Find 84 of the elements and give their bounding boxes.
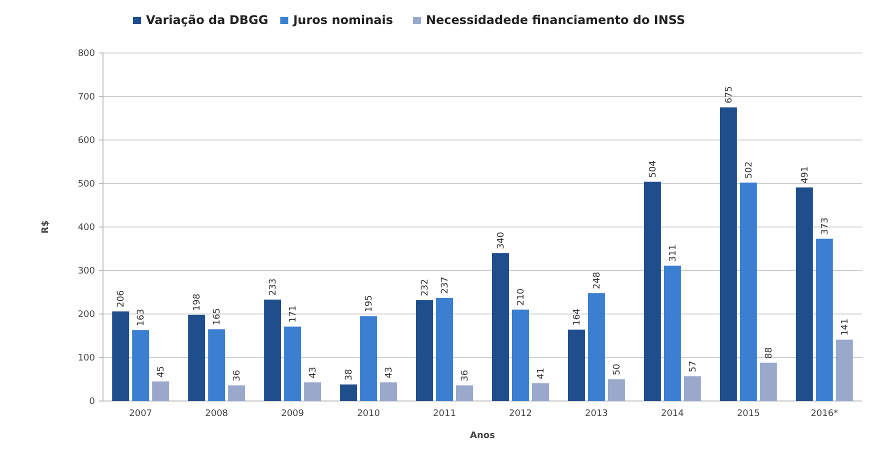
y-tick-label: 0	[89, 397, 96, 407]
data-label: 57	[688, 360, 698, 372]
data-label: 675	[724, 86, 734, 104]
data-label: 165	[212, 308, 223, 326]
bar	[684, 376, 701, 401]
bar	[152, 381, 170, 401]
y-tick-label: 700	[78, 92, 96, 102]
data-label: 502	[744, 161, 754, 179]
x-tick-label: 2007	[129, 409, 152, 419]
data-label: 237	[440, 276, 451, 294]
bar	[492, 253, 509, 401]
data-label: 491	[800, 166, 810, 184]
bar	[608, 379, 625, 401]
data-label: 233	[268, 278, 279, 296]
y-tick-label: 300	[78, 266, 96, 276]
bar	[836, 340, 853, 401]
x-axis-title: Anos	[470, 431, 495, 441]
y-tick-label: 600	[78, 136, 96, 146]
bar	[588, 293, 605, 401]
data-label: 248	[592, 272, 602, 290]
data-label: 45	[156, 366, 167, 378]
bar	[416, 300, 434, 401]
data-label: 36	[232, 370, 243, 382]
data-label: 504	[648, 160, 658, 178]
data-label: 38	[344, 368, 355, 380]
data-label: 41	[536, 368, 546, 380]
bar	[532, 383, 549, 401]
bar	[796, 187, 813, 401]
x-tick-label: 2012	[509, 409, 532, 419]
y-tick-label: 500	[78, 180, 96, 190]
data-label: 198	[192, 293, 203, 311]
bar	[760, 362, 777, 401]
data-label: 195	[364, 294, 375, 312]
legend-label: Juros nominais	[292, 13, 393, 27]
x-tick-label: 2015	[736, 409, 760, 419]
legend-label: Variação da DBGG	[146, 13, 268, 27]
y-tick-label: 100	[78, 354, 96, 364]
x-tick-label: 2011	[433, 409, 456, 419]
bar	[208, 329, 226, 401]
bar	[132, 330, 150, 401]
data-label: 163	[136, 308, 147, 326]
bar	[264, 300, 282, 401]
bar	[380, 382, 398, 401]
data-label: 43	[384, 366, 395, 378]
data-label: 50	[612, 364, 622, 376]
bar	[228, 385, 246, 401]
bar	[188, 314, 206, 401]
data-label: 232	[420, 278, 431, 296]
legend-label: Necessidadede financiamento do INSS	[426, 13, 686, 27]
data-label: 36	[460, 370, 471, 382]
y-tick-label: 400	[78, 223, 96, 233]
x-tick-label: 2014	[660, 409, 684, 419]
bar	[720, 107, 737, 401]
data-label: 171	[288, 305, 299, 323]
data-label: 88	[764, 346, 774, 359]
y-tick-label: 800	[78, 49, 96, 59]
bar	[456, 385, 474, 401]
data-label: 43	[308, 366, 319, 378]
data-label: 311	[668, 244, 678, 262]
bar	[304, 382, 322, 401]
x-tick-label: 2010	[357, 409, 380, 419]
bar	[644, 182, 661, 401]
x-tick-label: 2013	[585, 409, 608, 419]
bar	[112, 311, 130, 401]
bar	[740, 182, 757, 401]
bar	[512, 310, 529, 401]
data-label: 164	[572, 308, 582, 326]
x-tick-label: 2008	[205, 409, 228, 419]
bar	[284, 326, 302, 401]
bar	[436, 298, 454, 401]
data-label: 141	[840, 318, 850, 336]
data-label: 210	[516, 288, 526, 306]
data-label: 206	[116, 290, 127, 308]
data-label: 373	[820, 218, 830, 235]
bar	[340, 384, 358, 401]
bar	[816, 238, 833, 401]
bar	[664, 266, 681, 401]
data-label: 340	[496, 232, 506, 250]
y-axis-title: R$	[41, 220, 51, 234]
x-tick-label: 2016*	[810, 409, 839, 419]
y-tick-label: 200	[78, 310, 96, 320]
bar	[568, 330, 585, 401]
x-tick-label: 2009	[281, 409, 304, 419]
bar	[360, 316, 378, 401]
